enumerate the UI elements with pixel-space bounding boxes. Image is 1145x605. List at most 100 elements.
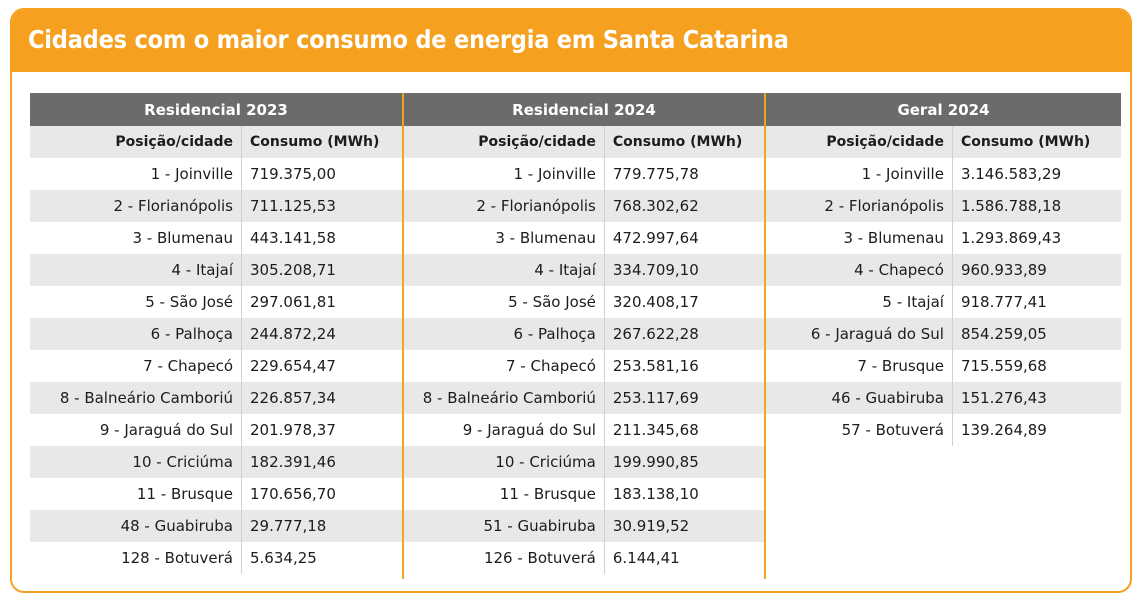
table-residencial-2023: Residencial 2023 Posição/cidade Consumo (M…: [30, 93, 402, 579]
table-row: 7 - Chapecó 229.654,47: [30, 350, 402, 382]
city-cell: 3 - Blumenau: [30, 222, 242, 254]
consumption-cell: 918.777,41: [960, 293, 1047, 311]
city-cell: 128 - Botuverá: [30, 542, 242, 574]
consumption-cell: 854.259,05: [960, 325, 1047, 343]
column-header-consumption: Consumo (MWh): [612, 134, 743, 150]
consumption-cell: 182.391,46: [250, 453, 336, 471]
city-cell: 51 - Guabiruba: [404, 510, 605, 542]
table-row: 5 - Itajaí 918.777,41: [766, 286, 1121, 318]
table-row: 46 - Guabiruba 151.276,43: [766, 382, 1121, 414]
consumption-cell: 5.634,25: [250, 549, 317, 567]
table-row: 11 - Brusque 183.138,10: [404, 478, 764, 510]
table-row: 6 - Jaraguá do Sul 854.259,05: [766, 318, 1121, 350]
consumption-cell: 320.408,17: [612, 293, 699, 311]
consumption-cell: 443.141,58: [250, 229, 336, 247]
table-row: 1 - Joinville 779.775,78: [404, 158, 764, 190]
table-row: 7 - Brusque 715.559,68: [766, 350, 1121, 382]
city-cell: 4 - Itajaí: [30, 254, 242, 286]
consumption-cell: 253.117,69: [612, 389, 699, 407]
table-row: 48 - Guabiruba 29.777,18: [30, 510, 402, 542]
city-cell: 5 - São José: [404, 286, 605, 318]
consumption-cell: 1.293.869,43: [960, 229, 1062, 247]
table-row: 2 - Florianópolis 768.302,62: [404, 190, 764, 222]
table-row: 1 - Joinville 719.375,00: [30, 158, 402, 190]
column-header-consumption: Consumo (MWh): [250, 134, 380, 150]
column-header-row: Posição/cidade Consumo (MWh): [766, 126, 1121, 158]
table-row: 7 - Chapecó 253.581,16: [404, 350, 764, 382]
page-title: Cidades com o maior consumo de energia e…: [28, 25, 789, 54]
city-cell: 1 - Joinville: [766, 158, 953, 190]
table-heading: Residencial 2024: [404, 93, 764, 126]
tables-container: Residencial 2023 Posição/cidade Consumo (M…: [30, 93, 1121, 579]
city-cell: 2 - Florianópolis: [766, 190, 953, 222]
table-row: 4 - Itajaí 305.208,71: [30, 254, 402, 286]
consumption-cell: 29.777,18: [250, 517, 327, 535]
consumption-cell: 229.654,47: [250, 357, 336, 375]
table-row: 3 - Blumenau 1.293.869,43: [766, 222, 1121, 254]
consumption-cell: 183.138,10: [612, 485, 699, 503]
city-cell: 2 - Florianópolis: [30, 190, 242, 222]
title-bar: Cidades com o maior consumo de energia e…: [12, 10, 1130, 72]
consumption-cell: 226.857,34: [250, 389, 336, 407]
column-header-city: Posição/cidade: [766, 126, 953, 158]
city-cell: 6 - Palhoça: [404, 318, 605, 350]
table-row: 3 - Blumenau 472.997,64: [404, 222, 764, 254]
city-cell: 6 - Jaraguá do Sul: [766, 318, 953, 350]
city-cell: 5 - São José: [30, 286, 242, 318]
table-row: 4 - Chapecó 960.933,89: [766, 254, 1121, 286]
table-row: 5 - São José 297.061,81: [30, 286, 402, 318]
city-cell: 57 - Botuverá: [766, 414, 953, 446]
consumption-cell: 960.933,89: [960, 261, 1047, 279]
consumption-cell: 139.264,89: [960, 421, 1047, 439]
column-header-consumption: Consumo (MWh): [960, 134, 1091, 150]
city-cell: 3 - Blumenau: [766, 222, 953, 254]
table-row: 10 - Criciúma 199.990,85: [404, 446, 764, 478]
consumption-cell: 719.375,00: [250, 165, 336, 183]
consumption-cell: 30.919,52: [612, 517, 690, 535]
consumption-cell: 170.656,70: [250, 485, 336, 503]
consumption-cell: 334.709,10: [612, 261, 699, 279]
table-row: 6 - Palhoça 244.872,24: [30, 318, 402, 350]
consumption-cell: 779.775,78: [612, 165, 699, 183]
city-cell: 3 - Blumenau: [404, 222, 605, 254]
table-geral-2024: Geral 2024 Posição/cidade Consumo (MWh) 1 -…: [764, 93, 1121, 579]
column-header-city: Posição/cidade: [404, 126, 605, 158]
table-row: 5 - São José 320.408,17: [404, 286, 764, 318]
city-cell: 4 - Chapecó: [766, 254, 953, 286]
city-cell: 9 - Jaraguá do Sul: [404, 414, 605, 446]
table-row: 57 - Botuverá 139.264,89: [766, 414, 1121, 446]
table-row: 4 - Itajaí 334.709,10: [404, 254, 764, 286]
city-cell: 1 - Joinville: [30, 158, 242, 190]
city-cell: 1 - Joinville: [404, 158, 605, 190]
consumption-cell: 201.978,37: [250, 421, 336, 439]
column-header-city: Posição/cidade: [30, 126, 242, 158]
city-cell: 6 - Palhoça: [30, 318, 242, 350]
table-row: 2 - Florianópolis 711.125,53: [30, 190, 402, 222]
consumption-cell: 211.345,68: [612, 421, 699, 439]
table-row: 8 - Balneário Camboriú 253.117,69: [404, 382, 764, 414]
table-residencial-2024: Residencial 2024 Posição/cidade Consumo (M…: [402, 93, 764, 579]
consumption-cell: 267.622,28: [612, 325, 699, 343]
table-row: 6 - Palhoça 267.622,28: [404, 318, 764, 350]
city-cell: 10 - Criciúma: [30, 446, 242, 478]
consumption-cell: 199.990,85: [612, 453, 699, 471]
consumption-cell: 253.581,16: [612, 357, 699, 375]
table-row: 126 - Botuverá 6.144,41: [404, 542, 764, 574]
consumption-cell: 244.872,24: [250, 325, 336, 343]
table-row: 8 - Balneário Camboriú 226.857,34: [30, 382, 402, 414]
table-row: 2 - Florianópolis 1.586.788,18: [766, 190, 1121, 222]
consumption-cell: 151.276,43: [960, 389, 1047, 407]
city-cell: 8 - Balneário Camboriú: [30, 382, 242, 414]
consumption-cell: 1.586.788,18: [960, 197, 1062, 215]
consumption-cell: 3.146.583,29: [960, 165, 1062, 183]
city-cell: 46 - Guabiruba: [766, 382, 953, 414]
table-row: 128 - Botuverá 5.634,25: [30, 542, 402, 574]
consumption-cell: 297.061,81: [250, 293, 336, 311]
table-row: 11 - Brusque 170.656,70: [30, 478, 402, 510]
city-cell: 2 - Florianópolis: [404, 190, 605, 222]
column-header-row: Posição/cidade Consumo (MWh): [404, 126, 764, 158]
table-row: 51 - Guabiruba 30.919,52: [404, 510, 764, 542]
table-heading: Geral 2024: [766, 93, 1121, 126]
city-cell: 48 - Guabiruba: [30, 510, 242, 542]
city-cell: 5 - Itajaí: [766, 286, 953, 318]
